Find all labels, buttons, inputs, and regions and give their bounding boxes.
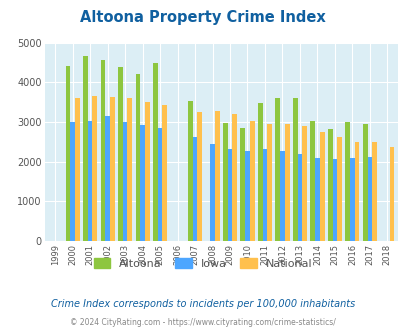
Bar — [122, 122, 127, 241]
Bar — [232, 114, 237, 241]
Bar — [279, 150, 284, 241]
Bar — [188, 101, 192, 241]
Bar — [327, 129, 332, 241]
Bar — [297, 154, 302, 241]
Bar — [362, 124, 367, 241]
Bar — [70, 122, 75, 241]
Bar — [314, 158, 319, 241]
Bar — [249, 120, 254, 241]
Bar — [389, 147, 394, 241]
Bar — [332, 159, 337, 241]
Bar — [266, 124, 271, 241]
Bar — [371, 142, 376, 241]
Bar — [309, 121, 314, 241]
Bar — [87, 120, 92, 241]
Bar — [275, 98, 279, 241]
Bar — [245, 151, 249, 241]
Bar — [127, 98, 132, 241]
Bar — [257, 103, 262, 241]
Bar — [302, 126, 306, 241]
Text: Altoona Property Crime Index: Altoona Property Crime Index — [80, 10, 325, 25]
Bar — [192, 137, 197, 241]
Bar — [354, 142, 358, 241]
Bar — [105, 116, 110, 241]
Bar — [197, 112, 202, 241]
Bar — [110, 97, 114, 241]
Bar — [140, 125, 145, 241]
Bar — [319, 132, 324, 241]
Bar — [345, 122, 349, 241]
Bar — [292, 98, 297, 241]
Bar — [100, 59, 105, 241]
Bar — [337, 137, 341, 241]
Bar — [227, 148, 232, 241]
Bar — [83, 55, 87, 241]
Bar — [349, 158, 354, 241]
Bar — [262, 148, 266, 241]
Text: © 2024 CityRating.com - https://www.cityrating.com/crime-statistics/: © 2024 CityRating.com - https://www.city… — [70, 318, 335, 327]
Bar — [65, 66, 70, 241]
Bar — [118, 67, 122, 241]
Bar — [135, 74, 140, 241]
Bar — [92, 96, 97, 241]
Bar — [222, 123, 227, 241]
Bar — [153, 63, 157, 241]
Bar — [284, 124, 289, 241]
Bar — [162, 105, 167, 241]
Bar — [210, 144, 214, 241]
Bar — [75, 98, 79, 241]
Bar — [145, 102, 149, 241]
Bar — [214, 111, 219, 241]
Bar — [240, 128, 245, 241]
Bar — [367, 157, 371, 241]
Text: Crime Index corresponds to incidents per 100,000 inhabitants: Crime Index corresponds to incidents per… — [51, 299, 354, 309]
Legend: Altoona, Iowa, National: Altoona, Iowa, National — [89, 254, 316, 273]
Bar — [157, 128, 162, 241]
